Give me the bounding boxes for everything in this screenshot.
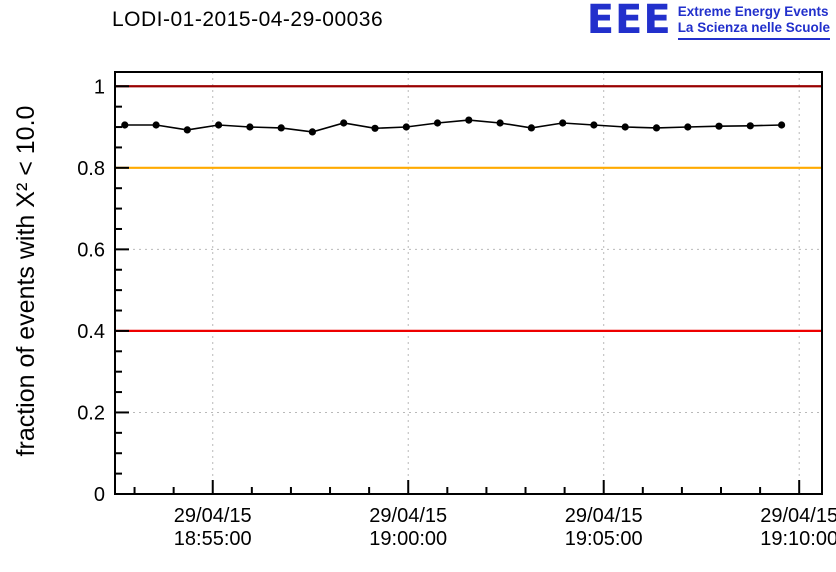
data-point	[340, 119, 348, 127]
data-point	[183, 126, 191, 134]
data-point	[308, 128, 316, 136]
data-point	[215, 121, 223, 129]
data-point	[152, 121, 160, 129]
data-point	[246, 123, 254, 131]
data-point	[433, 119, 442, 127]
x-tick-label: 29/04/15 18:55:00	[174, 505, 252, 550]
eee-logo-line2: La Scienza nelle Scuole	[677, 20, 830, 35]
y-tick-label: 0.2	[77, 402, 105, 424]
eee-logo-line1: Extreme Energy Events	[677, 4, 829, 19]
eee-logo-text: Extreme Energy Events La Scienza nelle S…	[677, 4, 830, 40]
data-point	[652, 124, 661, 132]
eee-logo-acronym: EEE	[586, 0, 672, 43]
data-point	[684, 123, 692, 131]
x-tick-label: 29/04/15 19:10:00	[760, 505, 836, 550]
y-axis-label: fraction of events with X² < 10.0	[12, 105, 40, 457]
data-point	[715, 122, 723, 130]
data-point	[371, 124, 379, 132]
series-line	[124, 119, 782, 133]
y-tick-label: 0.6	[77, 239, 105, 261]
data-point	[746, 122, 754, 130]
data-point	[590, 121, 598, 129]
data-point	[559, 119, 567, 127]
y-tick-label: 0	[94, 484, 105, 506]
data-point	[402, 123, 410, 131]
y-tick-label: 1	[94, 76, 105, 98]
x-tick-label: 29/04/15 19:05:00	[565, 505, 643, 550]
x-tick-label: 29/04/15 19:00:00	[369, 505, 447, 550]
y-tick-label: 0.8	[77, 158, 105, 180]
eee-logo: EEE Extreme Energy Events La Scienza nel…	[586, 0, 830, 43]
data-point	[527, 124, 536, 132]
plot-title: LODI-01-2015-04-29-00036	[112, 8, 384, 31]
plot-frame	[114, 71, 823, 495]
data-point	[621, 123, 629, 131]
data-point	[121, 121, 129, 129]
y-tick-label: 0.4	[77, 321, 105, 343]
data-point	[465, 116, 473, 124]
data-point	[778, 121, 786, 129]
data-point	[496, 119, 504, 127]
data-point	[277, 124, 285, 132]
